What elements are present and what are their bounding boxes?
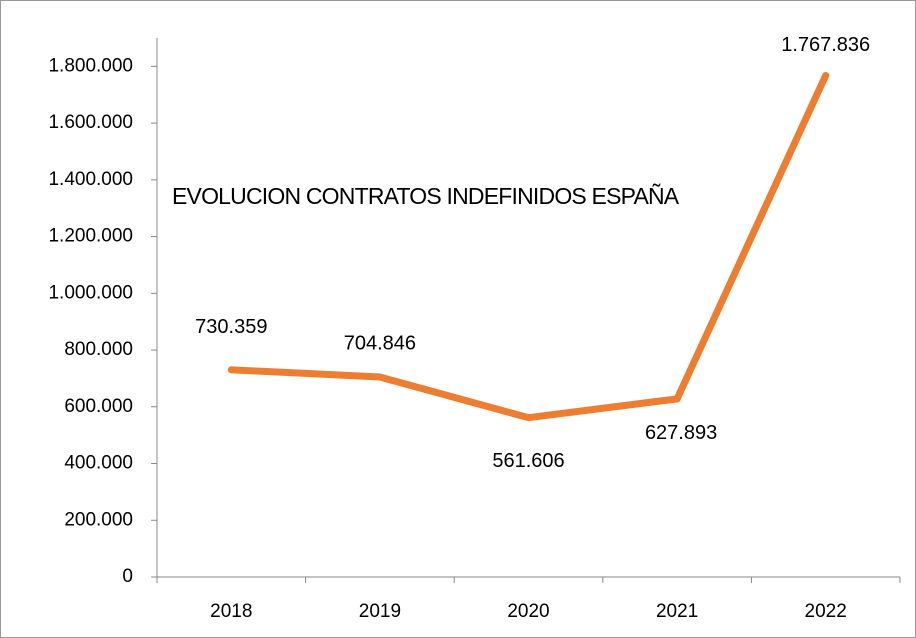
y-tick-label: 1.200.000 [48,226,133,247]
y-tick-label: 200.000 [64,509,133,530]
data-label: 561.606 [492,450,564,472]
x-tick-label: 2020 [507,601,549,622]
data-label: 704.846 [344,332,416,354]
y-tick-label: 1.600.000 [48,112,133,133]
y-tick-label: 0 [122,566,133,587]
data-label: 627.893 [645,422,717,444]
y-tick-label: 1.400.000 [48,169,133,190]
line-series [227,71,830,422]
x-tick-label: 2021 [656,601,698,622]
x-tick-label: 2018 [210,601,252,622]
y-tick-label: 800.000 [64,339,133,360]
y-tick-label: 1.000.000 [48,282,133,303]
x-tick-label: 2022 [805,601,847,622]
x-tick-label: 2019 [359,601,401,622]
data-label: 1.767.836 [781,34,870,56]
y-tick-label: 400.000 [64,453,133,474]
y-tick-label: 600.000 [64,396,133,417]
y-tick-label: 1.800.000 [48,55,133,76]
data-label: 730.359 [195,316,267,338]
chart-title: EVOLUCION CONTRATOS INDEFINIDOS ESPAÑA [172,183,680,209]
